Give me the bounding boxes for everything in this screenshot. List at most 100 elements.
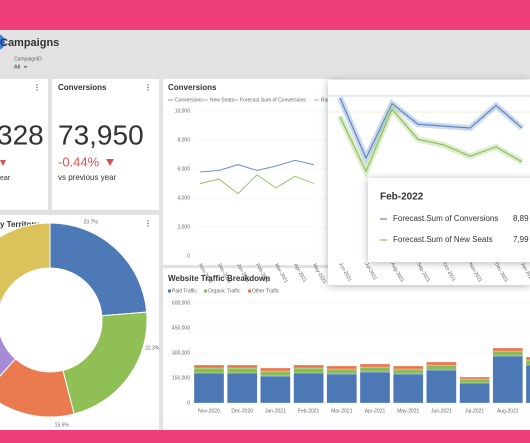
y-tick-label: 300,000 xyxy=(172,350,190,356)
kpi-card xyxy=(0,79,48,210)
bar-segment xyxy=(326,373,357,404)
x-tick-label: Dec-2020 xyxy=(231,408,253,414)
filter-chevron[interactable] xyxy=(23,65,28,68)
kpi-caption: vs previous year xyxy=(58,173,117,182)
bar-segment xyxy=(193,364,225,369)
chart-title: Website Traffic Breakdown xyxy=(168,274,270,283)
bar-segment xyxy=(492,347,523,352)
bar-segment xyxy=(459,382,490,404)
legend-swatch xyxy=(248,289,251,293)
bar-segment xyxy=(359,366,391,373)
donut-slice xyxy=(0,358,75,418)
bar-segment xyxy=(359,363,391,368)
y-tick-label: 2,000 xyxy=(177,224,190,230)
bar-segment xyxy=(525,356,530,361)
y-tick-label: 0 xyxy=(187,400,190,406)
line xyxy=(339,97,523,160)
bar-segment xyxy=(193,372,225,404)
y-tick-label: 4,000 xyxy=(177,195,190,201)
y-tick-label: 150,000 xyxy=(172,375,190,381)
kpi-caption: ear xyxy=(0,175,11,182)
legend-label: Conversions xyxy=(175,97,203,103)
tooltip-value: 7,99 xyxy=(513,235,529,244)
line xyxy=(339,108,523,173)
y-tick-label: 450,000 xyxy=(172,325,190,331)
y-tick-label: 600,000 xyxy=(172,300,190,306)
bar-segment xyxy=(260,375,291,404)
bar-segment xyxy=(193,367,225,374)
bar-segment xyxy=(326,365,357,370)
y-tick-label: 10,000 xyxy=(175,108,191,114)
bar-segment xyxy=(227,367,258,374)
tooltip-label: Forecast.Sum of New Seats xyxy=(393,235,493,244)
donut-slice xyxy=(0,222,51,303)
tooltip-title: Feb-2022 xyxy=(380,192,424,203)
y-tick-label: 8,000 xyxy=(177,137,190,143)
bar-segment xyxy=(359,371,391,404)
bar-segment xyxy=(393,368,424,375)
bar-segment xyxy=(393,373,424,404)
x-tick-label: Jan-2021 xyxy=(265,408,286,414)
y-tick-label: 6,000 xyxy=(177,166,190,172)
line xyxy=(199,159,315,173)
bar-segment xyxy=(293,367,324,374)
menu-icons[interactable] xyxy=(36,84,149,227)
data-label: 23.7% xyxy=(84,219,99,225)
x-tick-label: Feb-2021 xyxy=(298,408,320,414)
x-tick-label: Aug-2021 xyxy=(497,408,519,414)
avatar[interactable] xyxy=(0,34,5,50)
tooltip-value: 8,89 xyxy=(513,214,529,223)
bar-segment xyxy=(326,368,357,375)
dashboard-title: Campaigns xyxy=(0,37,59,49)
tooltip-label: Forecast.Sum of Conversions xyxy=(393,214,498,223)
bar-segment xyxy=(293,372,324,404)
bar-segment xyxy=(260,370,291,377)
donut-slice xyxy=(0,300,17,377)
bar-segment xyxy=(525,364,530,404)
donut-slice xyxy=(49,222,148,317)
bar-segment xyxy=(293,364,324,369)
bar-segment xyxy=(426,364,457,371)
legend-swatch xyxy=(168,289,171,293)
legend-label: Paid Traffic xyxy=(172,288,197,294)
x-tick-label: Nov-2020 xyxy=(198,408,220,414)
legend-label: New Seats xyxy=(210,97,235,103)
bar-segment xyxy=(426,361,457,366)
kpi-value: 328 xyxy=(0,119,44,150)
x-tick-label: Mar-2021 xyxy=(331,408,353,414)
kpi-title: Conversions xyxy=(58,83,107,92)
legend-label: Other Traffic xyxy=(252,288,280,294)
x-tick-label: Jul-2021 xyxy=(465,408,484,414)
bar-segment xyxy=(426,369,457,404)
legend-label: Forecast.Sum of Conversions xyxy=(240,97,306,103)
chart-title: Conversions xyxy=(168,83,217,92)
down-arrow xyxy=(106,159,114,166)
bar-segment xyxy=(260,367,291,372)
data-label: 15.6% xyxy=(55,423,70,429)
kpi-change: -0.44% xyxy=(58,154,100,169)
bar-segment xyxy=(227,372,258,404)
x-tick-label: Jan-2022 xyxy=(519,262,530,283)
bar-segment xyxy=(492,350,523,357)
down-arrow xyxy=(0,160,6,166)
tooltip xyxy=(368,178,530,262)
legend-label: Organic Traffic xyxy=(208,288,241,294)
bar-segment xyxy=(525,359,530,366)
line xyxy=(199,174,315,195)
x-tick-label: Jun-2021 xyxy=(431,408,452,414)
filter-label: CampaignID xyxy=(14,56,42,62)
bar-segment xyxy=(492,355,523,404)
x-tick-label: Apr-2021 xyxy=(365,408,386,414)
bar-segment xyxy=(393,365,424,370)
bar-segment xyxy=(459,378,490,384)
filter-value[interactable]: All xyxy=(14,64,20,70)
kpi-card xyxy=(52,79,159,210)
chart-title: y Territory xyxy=(0,220,40,229)
y-tick-label: 0 xyxy=(187,253,190,259)
x-tick-label: May-2021 xyxy=(397,408,419,414)
bar-segment xyxy=(459,376,490,380)
kpi-value: 73,950 xyxy=(58,119,144,150)
legend-label: Ran xyxy=(321,97,330,103)
